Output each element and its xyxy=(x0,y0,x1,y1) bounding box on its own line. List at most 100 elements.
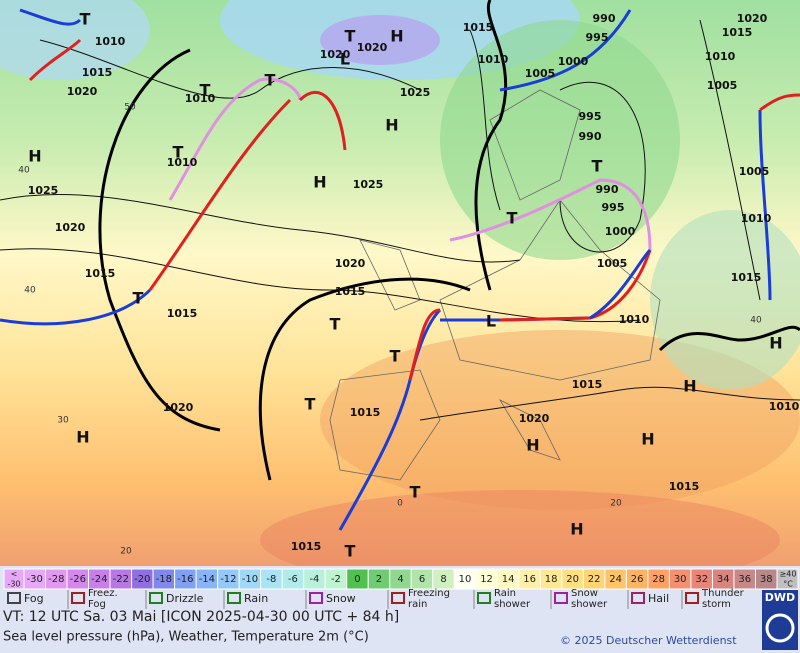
pressure-center: H xyxy=(769,334,782,353)
isobar-label: 1015 xyxy=(572,378,603,391)
isobar-label: 1020 xyxy=(357,41,388,54)
scale-label: 38 xyxy=(760,574,773,585)
legend-icon xyxy=(149,592,163,604)
valid-time: VT: 12 UTC Sa. 03 Mai [ICON 2025-04-30 0… xyxy=(3,609,399,625)
latitude-label: 40 xyxy=(18,166,30,176)
scale-label: -26 xyxy=(70,574,86,585)
isobar-label: 1025 xyxy=(400,86,431,99)
isobar-label: 1020 xyxy=(163,401,194,414)
isobar-label: 1020 xyxy=(55,221,86,234)
thunder-label: T xyxy=(200,81,211,100)
legend-label: Snow xyxy=(326,592,356,605)
legend-label: shower xyxy=(494,599,531,610)
scale-label: -16 xyxy=(177,574,193,585)
isobar-label: 1015 xyxy=(335,285,366,298)
warm-area xyxy=(260,490,780,590)
isobar-label: 1010 xyxy=(478,53,509,66)
isobar-label: 1005 xyxy=(739,165,770,178)
scale-label: 16 xyxy=(523,574,536,585)
latitude-label: 50 xyxy=(124,103,136,113)
scale-label: 30 xyxy=(674,574,687,585)
isobar-label: 1015 xyxy=(291,540,322,553)
latitude-label: 0 xyxy=(397,499,403,509)
scale-label: -30 xyxy=(7,580,20,589)
scale-label: 34 xyxy=(717,574,730,585)
isobar-label: 995 xyxy=(602,201,625,214)
isobar-label: 1010 xyxy=(185,92,216,105)
legend-label: storm xyxy=(702,599,731,610)
isobar-label: 1010 xyxy=(769,400,800,413)
scale-label: -12 xyxy=(220,574,236,585)
isobar-label: 1015 xyxy=(167,307,198,320)
thunder-label: T xyxy=(173,143,184,162)
cold-area xyxy=(320,15,440,65)
pressure-center: H xyxy=(313,173,326,192)
coastlines xyxy=(329,89,661,481)
isobar-label: 1010 xyxy=(741,212,772,225)
scale-label: 6 xyxy=(419,574,425,585)
cold-area xyxy=(0,0,150,80)
legend-label: Rain xyxy=(494,588,516,599)
isobar-label: 995 xyxy=(579,110,602,123)
scale-cell xyxy=(776,568,799,590)
isobar-label: 1025 xyxy=(353,178,384,191)
pressure-center: L xyxy=(340,50,350,69)
isobar-label: 1020 xyxy=(335,257,366,270)
isobar-label: 1025 xyxy=(28,184,59,197)
isobar-label: 990 xyxy=(579,130,602,143)
legend-label: Fog xyxy=(24,592,44,605)
isobar-label: 990 xyxy=(596,183,619,196)
legend-icon xyxy=(227,592,241,604)
latitude-label: 20 xyxy=(610,499,622,509)
pressure-center: H xyxy=(76,428,89,447)
scale-label: 26 xyxy=(631,574,644,585)
scale-label: 24 xyxy=(609,574,622,585)
scale-label: -18 xyxy=(156,574,172,585)
latitude-label: 20 xyxy=(120,547,132,557)
isobar-label: 1005 xyxy=(525,67,556,80)
scale-label: ≥40 xyxy=(780,570,797,579)
scale-label: 22 xyxy=(588,574,601,585)
scale-label: -4 xyxy=(309,574,319,585)
legend-icon xyxy=(391,592,405,604)
thunder-label: T xyxy=(345,542,356,561)
scale-label: 10 xyxy=(459,574,472,585)
isobar-label: 1015 xyxy=(82,66,113,79)
thunder-label: T xyxy=(330,315,341,334)
pressure-center: H xyxy=(385,116,398,135)
scale-label: 4 xyxy=(397,574,403,585)
legend-label: Freezing xyxy=(408,588,450,599)
thunder-label: T xyxy=(345,27,356,46)
thunder-label: T xyxy=(305,395,316,414)
isobar-label: 1020 xyxy=(320,48,351,61)
legend-label: Thunder xyxy=(701,588,745,599)
fronts xyxy=(0,8,800,531)
isobar-label: 1010 xyxy=(167,156,198,169)
scale-label: 0 xyxy=(354,574,360,585)
isobar-label: 1020 xyxy=(519,412,550,425)
mild-area xyxy=(440,20,680,260)
isobar-label: 1005 xyxy=(707,79,738,92)
scale-label: < xyxy=(11,570,18,579)
isobar-label: 990 xyxy=(593,12,616,25)
isobar-label: 1000 xyxy=(605,225,636,238)
isobars xyxy=(0,19,800,421)
scale-label: -20 xyxy=(134,574,150,585)
pressure-center: H xyxy=(526,436,539,455)
legend-icon xyxy=(554,592,568,604)
legend-icon xyxy=(309,592,323,604)
legend-label: shower xyxy=(571,599,608,610)
legend-label: Hail xyxy=(648,592,669,605)
thunder-label: T xyxy=(80,10,91,29)
scale-label: -28 xyxy=(48,574,64,585)
isobar-label: 1010 xyxy=(95,35,126,48)
mild-area xyxy=(650,210,800,390)
scale-label: -24 xyxy=(91,574,107,585)
isobar-label: 1020 xyxy=(737,12,768,25)
scale-label: °C xyxy=(783,580,793,589)
legend-label: Freez. xyxy=(88,588,118,599)
scale-label: -14 xyxy=(199,574,215,585)
legend-label: Drizzle xyxy=(166,592,204,605)
